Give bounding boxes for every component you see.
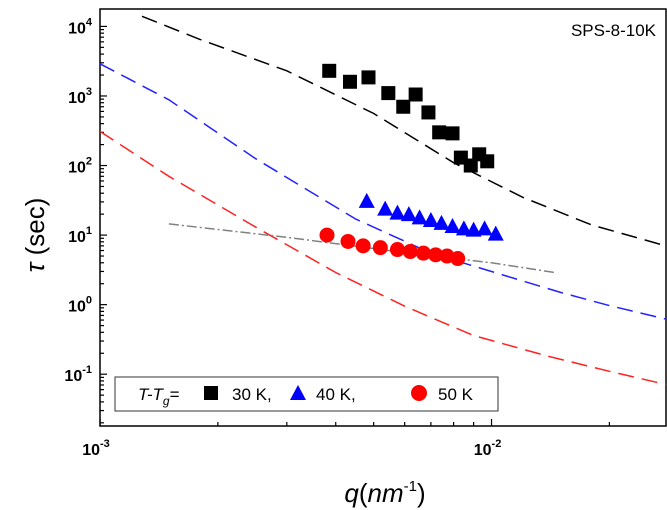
point-circle — [355, 238, 371, 254]
point-circle — [428, 247, 444, 263]
axis-ticks — [99, 25, 610, 426]
legend-marker-square — [204, 386, 218, 400]
x-axis-paren-open: ( — [359, 478, 368, 508]
y-tick-label: 100 — [68, 295, 92, 316]
x-axis-unit-exp: -1 — [404, 478, 417, 495]
legend-prefix-eq: = — [170, 385, 180, 404]
point-square — [463, 158, 478, 173]
fit-40k-line — [99, 63, 667, 320]
legend-prefix: T-Tg= — [138, 385, 180, 408]
x-tick-labels: 10-3 10-2 — [82, 438, 501, 459]
point-triangle — [411, 209, 428, 225]
point-triangle — [358, 192, 375, 208]
point-circle — [402, 244, 418, 260]
point-triangle — [455, 220, 472, 236]
data-points — [319, 63, 504, 267]
y-tick-label: 101 — [68, 225, 92, 246]
fit-lines — [99, 15, 667, 386]
x-axis-title: q(nm-1) — [344, 478, 425, 508]
point-triangle — [433, 214, 450, 230]
x-axis-symbol: q — [344, 478, 359, 508]
fit-30k-line — [141, 15, 667, 247]
point-square — [445, 126, 460, 141]
legend-label-40k: 40 K, — [316, 385, 356, 404]
point-circle — [319, 227, 335, 243]
y-axis-unit: (sec) — [20, 198, 50, 263]
point-circle — [389, 242, 405, 258]
point-square — [381, 86, 396, 101]
point-triangle — [400, 206, 417, 222]
point-square — [361, 70, 376, 85]
y-axis-title: τ (sec) — [20, 198, 50, 273]
legend: T-Tg= 30 K, 40 K, 50 K — [114, 376, 499, 412]
y-tick-label: 102 — [68, 156, 92, 177]
point-square — [408, 87, 423, 102]
point-square — [480, 154, 495, 169]
point-triangle — [476, 220, 493, 236]
chart-annotation: SPS-8-10K — [571, 21, 657, 40]
legend-label-50k: 50 K — [438, 385, 474, 404]
point-square — [421, 105, 436, 120]
y-tick-label: 104 — [68, 16, 93, 37]
point-triangle — [444, 218, 461, 234]
point-circle — [415, 245, 431, 261]
point-square — [342, 74, 357, 89]
y-axis-symbol: τ — [20, 260, 50, 272]
point-circle — [372, 240, 388, 256]
x-tick-label: 10-3 — [82, 438, 110, 459]
point-triangle — [389, 204, 406, 220]
fit-50k-line — [99, 130, 667, 386]
point-square — [322, 63, 337, 78]
x-tick-label: 10-2 — [474, 438, 502, 459]
x-axis-paren-close: ) — [417, 478, 426, 508]
y-tick-label: 103 — [68, 86, 92, 107]
point-triangle — [422, 211, 439, 227]
point-circle — [340, 233, 356, 249]
point-triangle — [465, 221, 482, 237]
point-square — [432, 125, 447, 140]
legend-marker-triangle — [290, 385, 306, 400]
point-triangle — [377, 200, 394, 216]
legend-label-30k: 30 K, — [232, 385, 272, 404]
legend-prefix-main: T-T — [138, 385, 164, 404]
y-tick-labels: 10-1 100 101 102 103 104 — [64, 16, 92, 385]
point-circle — [450, 251, 466, 267]
point-square — [396, 99, 411, 114]
point-triangle — [487, 225, 504, 241]
x-axis-unit: nm — [368, 478, 404, 508]
legend-marker-circle — [411, 385, 427, 401]
y-tick-label: 10-1 — [64, 364, 92, 385]
plot-frame — [99, 8, 667, 427]
legend-prefix-sub: g — [163, 394, 170, 408]
legend-box — [114, 376, 499, 412]
